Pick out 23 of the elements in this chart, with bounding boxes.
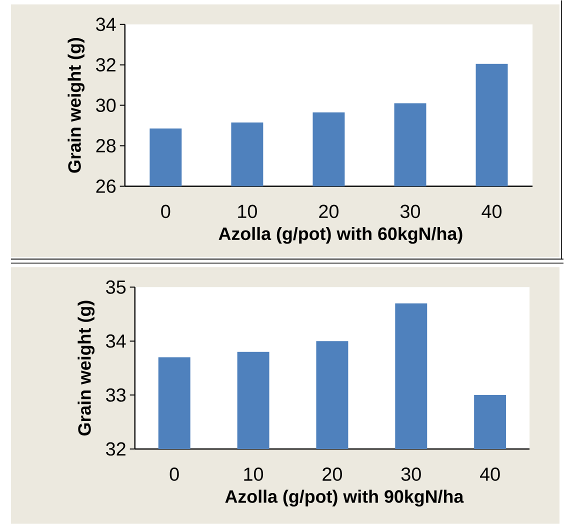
x-tick-label: 10 [244,468,264,481]
x-tick-label: 30 [401,468,421,481]
y-tick-label: 26 [96,180,116,193]
y-tick-label: 32 [106,442,126,456]
x-axis-title: Azolla (g/pot) with 90kgN/ha [225,490,464,507]
x-tick-label: 30 [400,204,420,218]
x-tick-label: 40 [480,468,500,481]
x-tick-label: 40 [482,204,502,218]
y-tick-label: 34 [96,18,116,32]
x-tick-label: 20 [322,468,342,481]
y-tick-label: 32 [96,58,116,72]
y-tick-label: 28 [96,139,116,152]
x-tick-label: 20 [319,204,338,218]
y-tick-label: 34 [106,334,126,348]
x-tick-label: 0 [170,468,179,481]
x-tick-label: 0 [161,204,170,218]
x-axis-title: Azolla (g/pot) with 60kgN/ha) [218,226,462,244]
x-tick-label: 10 [238,204,257,218]
y-tick-label: 35 [106,280,126,294]
y-tick-label: 33 [106,388,126,402]
y-axis-title: Grain weight (g) [78,300,95,436]
y-tick-label: 30 [96,98,116,112]
y-axis-title: Grain weight (g) [68,38,85,173]
